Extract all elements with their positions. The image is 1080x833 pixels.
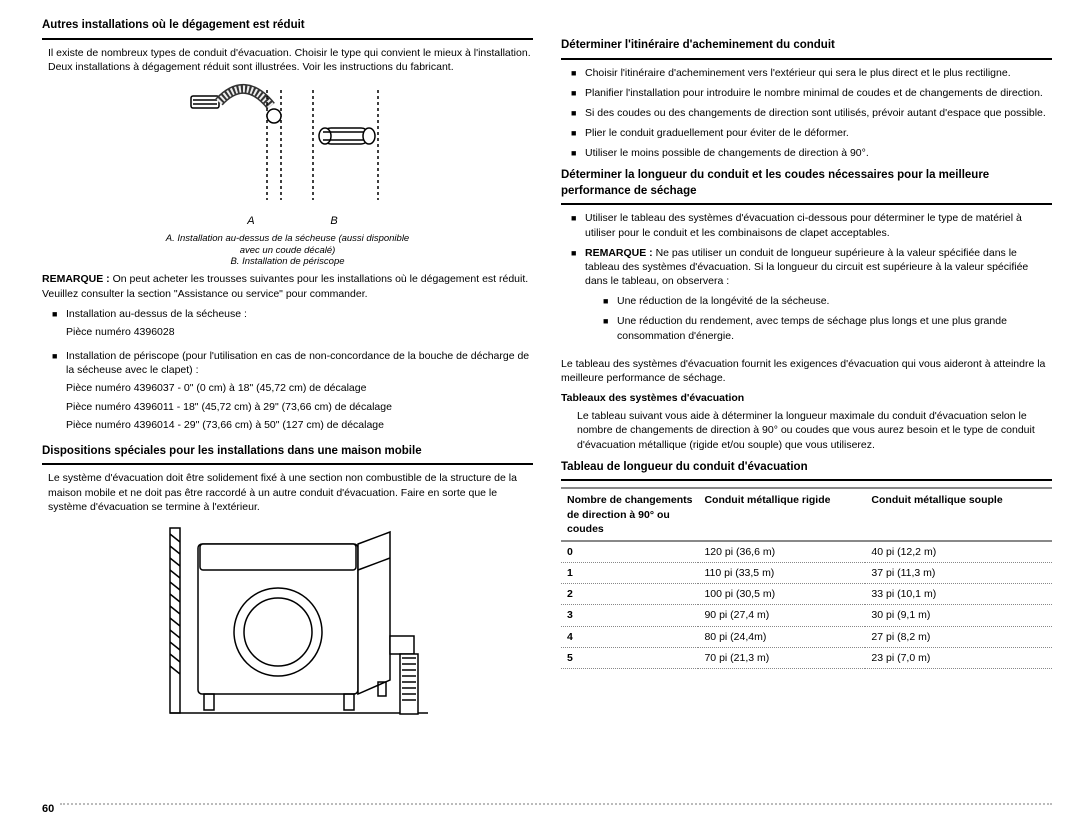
bullet-item: ■Planifier l'installation pour introduir…: [571, 86, 1052, 100]
heading-length-elbows: Déterminer la longueur du conduit et les…: [561, 168, 1052, 205]
caption-line: A. Installation au-dessus de la sécheuse…: [42, 233, 533, 245]
table-row: 480 pi (24,4m)27 pi (8,2 m): [561, 626, 1052, 647]
bullet-marker-icon: ■: [603, 294, 617, 308]
bullet-text: Choisir l'itinéraire d'acheminement vers…: [585, 66, 1052, 80]
routing-bullets: ■Choisir l'itinéraire d'acheminement ver…: [571, 66, 1052, 161]
table-cell: 5: [561, 647, 698, 668]
heading-routing: Déterminer l'itinéraire d'acheminement d…: [561, 38, 1052, 60]
table-row: 0120 pi (36,6 m)40 pi (12,2 m): [561, 541, 1052, 563]
tables-intro-text: Le tableau suivant vous aide à détermine…: [577, 409, 1052, 452]
table-cell: 90 pi (27,4 m): [698, 605, 865, 626]
figure-label-b: B: [299, 214, 369, 229]
bullet-marker-icon: ■: [52, 307, 66, 343]
table-cell: 4: [561, 626, 698, 647]
table-row: 1110 pi (33,5 m)37 pi (11,3 m): [561, 563, 1052, 584]
bullet-item: ■Choisir l'itinéraire d'acheminement ver…: [571, 66, 1052, 80]
kit-part: Pièce numéro 4396014 - 29" (73,66 cm) à …: [66, 418, 533, 432]
bullet-item: ■Utiliser le moins possible de changemen…: [571, 146, 1052, 160]
table-cell: 100 pi (30,5 m): [698, 584, 865, 605]
kit-part: Pièce numéro 4396011 - 18" (45,72 cm) à …: [66, 400, 533, 414]
bullet-marker-icon: ■: [571, 106, 585, 120]
heading-vent-table: Tableau de longueur du conduit d'évacuat…: [561, 460, 1052, 482]
bullet-marker-icon: ■: [52, 349, 66, 436]
bullet-item: ■Si des coudes ou des changements de dir…: [571, 106, 1052, 120]
bullet-marker-icon: ■: [571, 126, 585, 140]
table-cell: 120 pi (36,6 m): [698, 541, 865, 563]
bullet-marker-icon: ■: [571, 246, 585, 349]
table-header: Nombre de changements de direction à 90°…: [561, 488, 698, 541]
kit-part: Pièce numéro 4396037 - 0" (0 cm) à 18" (…: [66, 381, 533, 395]
sub-bullet-item: ■Une réduction du rendement, avec temps …: [603, 314, 1052, 342]
bullet-item: ■Utiliser le tableau des systèmes d'évac…: [571, 211, 1052, 239]
table-cell: 37 pi (11,3 m): [865, 563, 1052, 584]
table-row: 2100 pi (30,5 m)33 pi (10,1 m): [561, 584, 1052, 605]
kit-list: ■ Installation au-dessus de la sécheuse …: [52, 307, 533, 436]
bullet-text: Plier le conduit graduellement pour évit…: [585, 126, 1052, 140]
table-header: Conduit métallique rigide: [698, 488, 865, 541]
table-header: Conduit métallique souple: [865, 488, 1052, 541]
sub-bullet-item: ■Une réduction de la longévité de la séc…: [603, 294, 1052, 308]
table-cell: 27 pi (8,2 m): [865, 626, 1052, 647]
remarque-kits: REMARQUE : On peut acheter les trousses …: [42, 272, 533, 300]
bullet-text: Une réduction du rendement, avec temps d…: [617, 314, 1052, 342]
kit-part: Pièce numéro 4396028: [66, 325, 533, 339]
figure-caption: A. Installation au-dessus de la sécheuse…: [42, 233, 533, 269]
page-footer-rule: [60, 803, 1052, 805]
table-cell: 40 pi (12,2 m): [865, 541, 1052, 563]
table-row: 390 pi (27,4 m)30 pi (9,1 m): [561, 605, 1052, 626]
bullet-marker-icon: ■: [571, 211, 585, 239]
table-cell: 2: [561, 584, 698, 605]
bullet-text: Utiliser le moins possible de changement…: [585, 146, 1052, 160]
kit-title: Installation de périscope (pour l'utilis…: [66, 349, 533, 377]
remarque-label: REMARQUE :: [585, 247, 653, 259]
bullet-text: Planifier l'installation pour introduire…: [585, 86, 1052, 100]
bullet-text: Utiliser le tableau des systèmes d'évacu…: [585, 211, 1052, 239]
tables-subheading: Tableaux des systèmes d'évacuation: [561, 392, 744, 404]
table-cell: 1: [561, 563, 698, 584]
table-cell: 0: [561, 541, 698, 563]
bullet-marker-icon: ■: [603, 314, 617, 342]
bullet-text: Si des coudes ou des changements de dire…: [585, 106, 1052, 120]
remarque-label: REMARQUE :: [42, 273, 110, 285]
bullet-marker-icon: ■: [571, 66, 585, 80]
figure-mobile-home: [42, 522, 533, 732]
kit-item: ■ Installation au-dessus de la sécheuse …: [52, 307, 533, 343]
table-row: 570 pi (21,3 m)23 pi (7,0 m): [561, 647, 1052, 668]
mobile-home-text: Le système d'évacuation doit être solide…: [48, 471, 533, 514]
caption-line: B. Installation de périscope: [42, 256, 533, 268]
caption-line: avec un coude décalé): [42, 245, 533, 257]
after-remarque-text: Le tableau des systèmes d'évacuation fou…: [561, 357, 1052, 385]
vent-length-table: Nombre de changements de direction à 90°…: [561, 487, 1052, 669]
remarque-text: On peut acheter les trousses suivantes p…: [42, 273, 528, 299]
kit-title: Installation au-dessus de la sécheuse :: [66, 307, 533, 321]
right-column: Déterminer l'itinéraire d'acheminement d…: [561, 18, 1052, 736]
left-column: Autres installations où le dégagement es…: [42, 18, 533, 736]
bullet-marker-icon: ■: [571, 86, 585, 100]
remarque-block: REMARQUE : Ne pas utiliser un conduit de…: [585, 246, 1052, 349]
table-cell: 33 pi (10,1 m): [865, 584, 1052, 605]
table-cell: 80 pi (24,4m): [698, 626, 865, 647]
bullet-text: Une réduction de la longévité de la séch…: [617, 294, 1052, 308]
heading-reduced-clearance: Autres installations où le dégagement es…: [42, 18, 533, 40]
table-cell: 110 pi (33,5 m): [698, 563, 865, 584]
figure-label-a: A: [206, 214, 296, 229]
page-number: 60: [42, 802, 54, 817]
kit-item: ■ Installation de périscope (pour l'util…: [52, 349, 533, 436]
length-bullets: ■Utiliser le tableau des systèmes d'évac…: [571, 211, 1052, 348]
bullet-marker-icon: ■: [571, 146, 585, 160]
bullet-item: ■Plier le conduit graduellement pour évi…: [571, 126, 1052, 140]
table-cell: 70 pi (21,3 m): [698, 647, 865, 668]
figure-install-types: A B A. Installation au-dessus de la séch…: [42, 82, 533, 268]
intro-paragraph: Il existe de nombreux types de conduit d…: [48, 46, 533, 74]
table-cell: 23 pi (7,0 m): [865, 647, 1052, 668]
heading-mobile-home: Dispositions spéciales pour les installa…: [42, 444, 533, 466]
table-cell: 3: [561, 605, 698, 626]
table-cell: 30 pi (9,1 m): [865, 605, 1052, 626]
bullet-item: ■ REMARQUE : Ne pas utiliser un conduit …: [571, 246, 1052, 349]
